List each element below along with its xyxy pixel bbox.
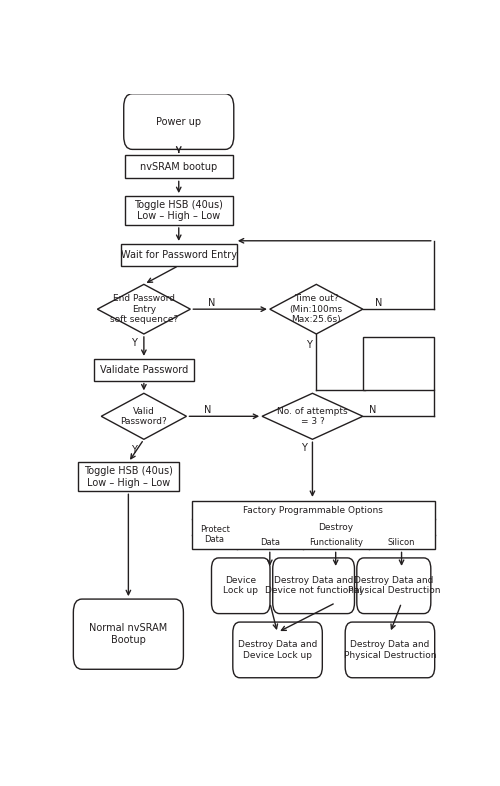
Text: N: N <box>204 406 212 415</box>
Text: No. of attempts
= 3 ?: No. of attempts = 3 ? <box>277 406 348 426</box>
Polygon shape <box>98 285 190 334</box>
FancyBboxPatch shape <box>233 622 322 678</box>
Polygon shape <box>270 285 363 334</box>
Text: Data: Data <box>260 538 280 547</box>
Text: Time out?
(Min:100ms
Max:25.6s): Time out? (Min:100ms Max:25.6s) <box>290 294 343 324</box>
Text: Y: Y <box>131 445 137 455</box>
Bar <box>120 244 237 266</box>
Polygon shape <box>262 393 363 439</box>
FancyBboxPatch shape <box>124 94 234 149</box>
Text: Destroy Data and
Physical Destruction: Destroy Data and Physical Destruction <box>344 641 436 659</box>
Bar <box>363 337 434 391</box>
Text: Factory Programmable Options: Factory Programmable Options <box>244 505 384 515</box>
Text: Toggle HSB (40us)
Low – High – Low: Toggle HSB (40us) Low – High – Low <box>84 466 173 487</box>
FancyBboxPatch shape <box>212 558 270 614</box>
Text: Destroy Data and
Device not functional: Destroy Data and Device not functional <box>265 576 362 596</box>
Polygon shape <box>101 393 186 439</box>
Text: Power up: Power up <box>156 116 202 127</box>
Text: N: N <box>374 298 382 308</box>
Bar <box>78 462 179 491</box>
Text: Destroy: Destroy <box>318 523 353 531</box>
Text: End Password
Entry
soft sequence?: End Password Entry soft sequence? <box>110 294 178 324</box>
Bar <box>124 156 233 178</box>
Text: Destroy Data and
Physical Destruction: Destroy Data and Physical Destruction <box>348 576 440 596</box>
FancyBboxPatch shape <box>357 558 431 614</box>
Text: nvSRAM bootup: nvSRAM bootup <box>140 162 218 172</box>
Bar <box>94 358 194 380</box>
Text: Toggle HSB (40us)
Low – High – Low: Toggle HSB (40us) Low – High – Low <box>134 200 223 222</box>
FancyBboxPatch shape <box>74 599 184 669</box>
Text: Device
Lock up: Device Lock up <box>223 576 258 596</box>
FancyBboxPatch shape <box>272 558 354 614</box>
Text: Y: Y <box>306 340 312 350</box>
Text: Valid
Password?: Valid Password? <box>120 406 167 426</box>
Text: N: N <box>369 406 376 415</box>
Text: Functionality: Functionality <box>308 538 362 547</box>
Text: Protect
Data: Protect Data <box>200 524 230 544</box>
Text: Wait for Password Entry: Wait for Password Entry <box>121 250 237 259</box>
Text: N: N <box>208 298 216 308</box>
Text: Y: Y <box>301 443 307 454</box>
Bar <box>192 501 434 549</box>
Text: Destroy Data and
Device Lock up: Destroy Data and Device Lock up <box>238 641 318 659</box>
FancyBboxPatch shape <box>345 622 434 678</box>
Text: Normal nvSRAM
Bootup: Normal nvSRAM Bootup <box>89 623 168 645</box>
Bar <box>124 196 233 225</box>
Text: Y: Y <box>131 338 137 348</box>
Text: Silicon: Silicon <box>388 538 415 547</box>
Text: Validate Password: Validate Password <box>100 365 188 375</box>
